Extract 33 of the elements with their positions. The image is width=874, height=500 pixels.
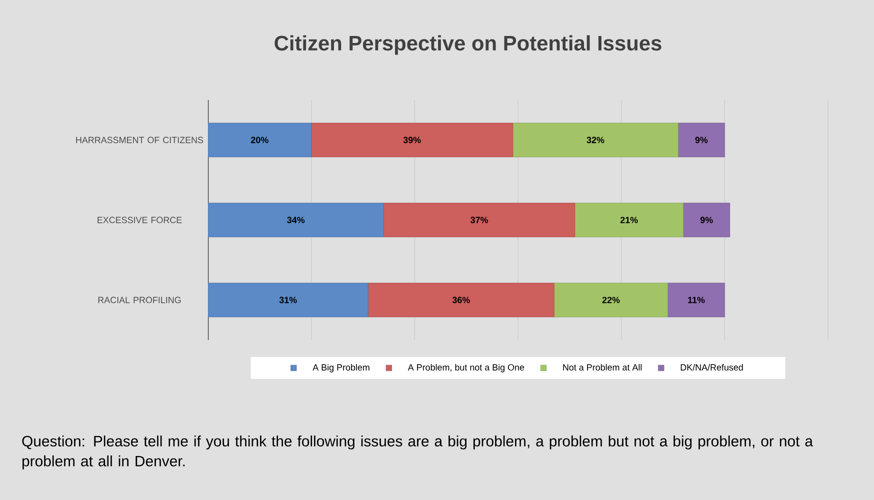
legend-label: DK/NA/Refused	[680, 364, 743, 371]
data-label: 9%	[700, 216, 713, 224]
data-label: 21%	[620, 216, 638, 224]
data-label: 9%	[695, 136, 708, 144]
y-tick-label: HARRASSMENT OF CITIZENS	[76, 136, 204, 144]
chart-title: Citizen Perspective on Potential Issues	[274, 35, 662, 55]
bar	[311, 122, 514, 158]
bar	[368, 282, 554, 318]
data-label: 32%	[586, 136, 604, 144]
data-label: 36%	[452, 296, 470, 304]
legend-label: A Big Problem	[312, 364, 370, 372]
data-label: 22%	[602, 296, 620, 304]
bar	[668, 282, 725, 318]
legend-label: A Problem, but not a Big One	[408, 364, 524, 372]
y-tick-label: EXCESSIVE FORCE	[98, 216, 182, 224]
bar	[512, 122, 678, 158]
y-tick-label: RACIAL PROFILING	[98, 296, 181, 304]
bar	[383, 202, 576, 238]
data-label: 37%	[470, 216, 488, 224]
bar	[554, 282, 668, 318]
data-label: 39%	[403, 136, 421, 144]
data-label: 11%	[688, 296, 705, 304]
data-label: 20%	[251, 136, 268, 144]
bar	[683, 202, 730, 238]
bar	[208, 202, 384, 238]
data-label: 34%	[287, 216, 305, 224]
bar	[678, 122, 725, 158]
bar	[208, 122, 312, 158]
bar	[208, 282, 368, 318]
data-label: 31%	[279, 296, 297, 304]
text: Question: Please tell me if you think the following issues are a big problem, a problem but not a big problem, or not a problem at all in Denver.	[22, 436, 813, 470]
legend-label: Not a Problem at All	[563, 364, 642, 371]
bar	[574, 202, 684, 238]
